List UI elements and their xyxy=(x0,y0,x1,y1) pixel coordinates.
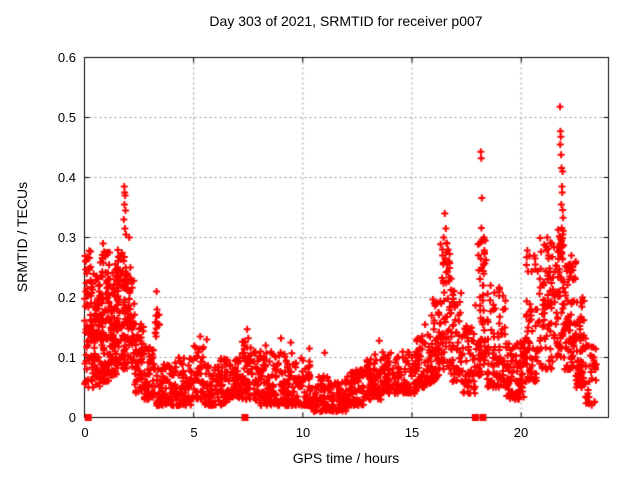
x-tick-label: 5 xyxy=(190,425,198,440)
y-tick-label: 0.5 xyxy=(57,110,76,125)
y-tick-label: 0.3 xyxy=(57,230,76,245)
x-tick-label: 10 xyxy=(295,425,311,440)
x-tick-label: 20 xyxy=(513,425,529,440)
y-tick-label: 0.1 xyxy=(57,350,76,365)
y-tick-label: 0.4 xyxy=(57,170,76,185)
y-tick-label: 0 xyxy=(68,410,76,425)
y-tick-label: 0.6 xyxy=(57,50,76,65)
y-tick-label: 0.2 xyxy=(57,290,76,305)
x-tick-label: 0 xyxy=(81,425,89,440)
x-axis-title: GPS time / hours xyxy=(292,450,400,466)
chart-title: Day 303 of 2021, SRMTID for receiver p00… xyxy=(209,13,483,29)
x-tick-label: 15 xyxy=(404,425,420,440)
